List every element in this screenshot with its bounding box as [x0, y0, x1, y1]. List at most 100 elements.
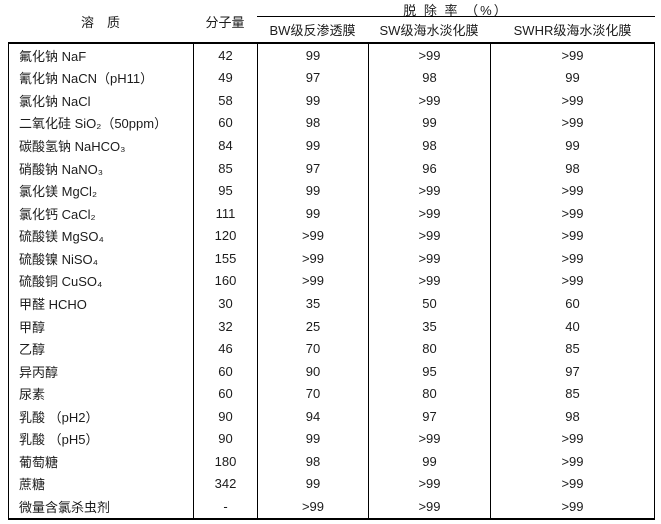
bw-rejection-cell: 98: [257, 111, 368, 135]
sw-rejection-cell: 98: [368, 134, 490, 157]
swhr-rejection-cell: 97: [490, 359, 654, 383]
bw-rejection-cell: >99: [257, 495, 368, 518]
sw-rejection-cell: >99: [368, 44, 490, 67]
sw-rejection-cell: >99: [368, 179, 490, 202]
solute-cell: 异丙醇: [19, 364, 59, 380]
swhr-rejection-cell: >99: [490, 89, 654, 112]
bw-rejection-cell: 99: [257, 201, 368, 225]
sw-rejection-cell: 96: [368, 156, 490, 180]
table-row: 乳酸 （pH5） 90 99 >99 >99: [9, 427, 654, 451]
molecular-weight-cell: 85: [193, 156, 257, 180]
solute-cell: 硝酸钠 NaNO₃: [19, 161, 104, 177]
solute-cell: 乳酸 （pH5）: [19, 432, 99, 448]
solute-cell: 甲醛 HCHO: [19, 296, 87, 312]
molecular-weight-cell: 49: [193, 66, 257, 90]
swhr-rejection-cell: 98: [490, 405, 654, 428]
table-row: 氯化钙 CaCl₂ 111 99 >99 >99: [9, 201, 654, 225]
bw-rejection-cell: 99: [257, 472, 368, 496]
molecular-weight-cell: 32: [193, 314, 257, 338]
swhr-rejection-cell: >99: [490, 427, 654, 451]
molecular-weight-cell: 58: [193, 89, 257, 112]
molecular-weight-cell: -: [193, 495, 257, 518]
swhr-rejection-cell: >99: [490, 247, 654, 270]
sw-rejection-cell: >99: [368, 427, 490, 451]
table-row: 碳酸氢钠 NaHCO₃ 84 99 98 99: [9, 134, 654, 157]
bw-rejection-cell: >99: [257, 247, 368, 270]
table-body: 氟化钠 NaF 42 99 >99 >99 氰化钠 NaCN（pH11） 49 …: [8, 42, 655, 520]
swhr-rejection-cell: 40: [490, 314, 654, 338]
swhr-rejection-cell: >99: [490, 111, 654, 135]
swhr-rejection-cell: 60: [490, 292, 654, 315]
sw-rejection-cell: 98: [368, 66, 490, 90]
molecular-weight-cell: 84: [193, 134, 257, 157]
swhr-rejection-cell: >99: [490, 44, 654, 67]
bw-rejection-cell: 99: [257, 134, 368, 157]
column-header-bw-ro-membrane: BW级反渗透膜: [269, 23, 356, 38]
table-row: 氯化钠 NaCl 58 99 >99 >99: [9, 89, 654, 112]
table-row: 微量含氯杀虫剂 - >99 >99 >99: [9, 495, 654, 518]
rejection-rate-table: 溶 质 分子量 脱 除 率 （%） BW级反渗透膜 SW级海水淡化膜 SWHR级…: [8, 0, 655, 520]
table-row: 硫酸镍 NiSO₄ 155 >99 >99 >99: [9, 247, 654, 270]
swhr-rejection-cell: 85: [490, 337, 654, 360]
table-row: 异丙醇 60 90 95 97: [9, 359, 654, 383]
solute-cell: 硫酸铜 CuSO₄: [19, 274, 103, 290]
bw-rejection-cell: >99: [257, 269, 368, 293]
sw-rejection-cell: >99: [368, 89, 490, 112]
solute-cell: 甲醇: [19, 319, 46, 335]
sw-rejection-cell: 99: [368, 111, 490, 135]
sw-rejection-cell: 80: [368, 382, 490, 405]
table-row: 甲醛 HCHO 30 35 50 60: [9, 292, 654, 315]
solute-cell: 氯化钠 NaCl: [19, 93, 91, 109]
solute-cell: 微量含氯杀虫剂: [19, 500, 111, 516]
swhr-rejection-cell: >99: [490, 450, 654, 473]
solute-cell: 尿素: [19, 387, 46, 403]
table-row: 乳酸 （pH2） 90 94 97 98: [9, 405, 654, 428]
table-row: 二氧化硅 SiO₂（50ppm） 60 98 99 >99: [9, 111, 654, 135]
bw-rejection-cell: 99: [257, 427, 368, 451]
column-header-sw-seawater-membrane: SW级海水淡化膜: [379, 23, 479, 38]
molecular-weight-cell: 90: [193, 405, 257, 428]
molecular-weight-cell: 160: [193, 269, 257, 293]
molecular-weight-cell: 60: [193, 359, 257, 383]
table-row: 乙醇 46 70 80 85: [9, 337, 654, 360]
swhr-rejection-cell: 99: [490, 134, 654, 157]
bw-rejection-cell: 70: [257, 382, 368, 405]
sw-rejection-cell: >99: [368, 495, 490, 518]
table-row: 硫酸镁 MgSO₄ 120 >99 >99 >99: [9, 224, 654, 248]
swhr-rejection-cell: 98: [490, 156, 654, 180]
solute-cell: 二氧化硅 SiO₂（50ppm）: [19, 116, 168, 132]
table-header: 溶 质 分子量 脱 除 率 （%） BW级反渗透膜 SW级海水淡化膜 SWHR级…: [8, 0, 655, 42]
molecular-weight-cell: 111: [193, 201, 257, 225]
sw-rejection-cell: >99: [368, 472, 490, 496]
column-header-molecular-weight: 分子量: [205, 14, 245, 30]
molecular-weight-cell: 120: [193, 224, 257, 248]
column-group-header-rejection-rate: 脱 除 率 （%）: [257, 0, 655, 18]
table-row: 葡萄糖 180 98 99 >99: [9, 450, 654, 473]
table-row: 蔗糖 342 99 >99 >99: [9, 472, 654, 496]
column-header-solute: 溶 质: [80, 14, 120, 30]
column-header-swhr-seawater-membrane: SWHR级海水淡化膜: [513, 23, 632, 38]
sw-rejection-cell: >99: [368, 201, 490, 225]
swhr-rejection-cell: >99: [490, 224, 654, 248]
solute-cell: 碳酸氢钠 NaHCO₃: [19, 139, 126, 155]
bw-rejection-cell: 35: [257, 292, 368, 315]
solute-cell: 氯化钙 CaCl₂: [19, 206, 96, 222]
sw-rejection-cell: 95: [368, 359, 490, 383]
solute-cell: 氟化钠 NaF: [19, 48, 87, 64]
bw-rejection-cell: 90: [257, 359, 368, 383]
molecular-weight-cell: 30: [193, 292, 257, 315]
solute-cell: 氯化镁 MgCl₂: [19, 184, 97, 200]
bw-rejection-cell: 99: [257, 89, 368, 112]
solute-cell: 蔗糖: [19, 477, 46, 493]
sw-rejection-cell: 80: [368, 337, 490, 360]
sw-rejection-cell: >99: [368, 224, 490, 248]
sw-rejection-cell: >99: [368, 247, 490, 270]
molecular-weight-cell: 95: [193, 179, 257, 202]
swhr-rejection-cell: >99: [490, 495, 654, 518]
molecular-weight-cell: 60: [193, 111, 257, 135]
swhr-rejection-cell: >99: [490, 472, 654, 496]
table-row: 硝酸钠 NaNO₃ 85 97 96 98: [9, 156, 654, 180]
swhr-rejection-cell: 99: [490, 66, 654, 90]
solute-cell: 葡萄糖: [19, 454, 59, 470]
sw-rejection-cell: 50: [368, 292, 490, 315]
